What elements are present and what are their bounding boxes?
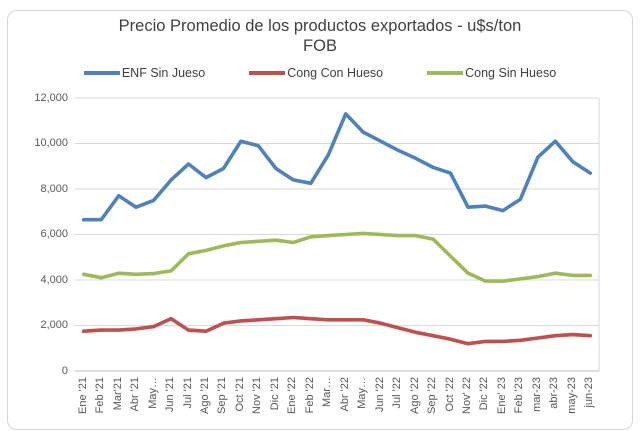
y-axis-tick-label: 8,000: [40, 182, 68, 195]
x-axis-tick-label: Sep '22: [426, 377, 439, 414]
series-line-cong-sin-hueso: [81, 231, 593, 283]
legend-item-cong-con-hueso: Cong Con Hueso: [249, 66, 383, 80]
x-axis-tick-label: Dic '22: [478, 377, 491, 411]
x-axis-tick-label: Jun '22: [373, 377, 386, 413]
x-axis-tick-label: May…: [146, 377, 159, 409]
x-axis-tick-label: Jul '22: [391, 377, 404, 409]
x-axis-tick-label: Abr '21: [129, 377, 142, 412]
x-axis-tick-label: Ago '21: [199, 377, 211, 414]
y-axis-tick-label: 6,000: [40, 228, 68, 240]
x-axis-tick-label: Mar…: [321, 377, 334, 407]
chart-title-line2: FOB: [303, 37, 337, 55]
chart-border: [7, 10, 633, 430]
x-axis-tick-label: jun-23: [583, 377, 596, 408]
legend-swatch-blue-line-icon: [83, 71, 120, 75]
x-axis-tick-label: Ene '21: [76, 377, 89, 414]
legend-item-cong-sin-hueso: Cong Sin Hueso: [427, 66, 556, 80]
legend-label: ENF Sin Jueso: [121, 66, 206, 80]
x-axis-tick-label: Abr '22: [338, 377, 351, 412]
y-axis-tick-label: 4,000: [40, 273, 68, 286]
chart-title: Precio Promedio de los productos exporta…: [0, 16, 640, 56]
series-line-cong-con-hueso: [81, 315, 593, 346]
chart-title-line1: Precio Promedio de los productos exporta…: [118, 17, 522, 35]
x-axis-tick-label: Nov '21: [251, 377, 264, 414]
x-axis-tick-label: Oct '22: [443, 377, 456, 412]
legend-label: Cong Sin Hueso: [465, 66, 557, 80]
x-axis-tick-label: abr-23: [548, 377, 561, 409]
x-axis-tick-label: Ene '22: [286, 377, 299, 414]
y-axis-tick-label: 2,000: [40, 319, 68, 331]
legend-swatch-red-line-icon: [249, 71, 286, 75]
x-axis-tick-label: Nov' 22: [461, 377, 473, 414]
legend-swatch-green-line-icon: [427, 71, 464, 75]
x-axis-tick-label: Feb '21: [94, 377, 107, 414]
x-axis-tick-label: Ago '22: [408, 377, 421, 414]
legend: ENF Sin Jueso Cong Con Hueso Cong Sin Hu…: [0, 66, 640, 80]
series-line-enf-sin-jueso: [81, 112, 593, 222]
x-axis-tick-label: Feb '23: [513, 377, 526, 414]
x-axis-tick-label: May…: [356, 377, 369, 409]
x-axis-tick-label: Oct '21: [233, 377, 246, 412]
y-axis-tick-label: 0: [61, 364, 68, 377]
x-axis-tick-label: Jun '21: [164, 377, 177, 413]
x-axis-tick-label: Sep '21: [216, 377, 229, 414]
x-axis-tick-label: may-23: [565, 377, 578, 414]
y-axis-tick-label: 12,000: [34, 91, 68, 104]
legend-item-enf-sin-jueso: ENF Sin Jueso: [83, 66, 206, 80]
x-axis-tick-label: Ene' 23: [495, 377, 508, 414]
plot-area: [75, 97, 600, 372]
x-axis-tick-label: Mar'21: [111, 377, 124, 411]
x-axis-tick-label: Feb '22: [303, 377, 316, 414]
x-axis-tick-label: Dic '21: [268, 377, 281, 411]
y-axis-tick-label: 10,000: [34, 137, 68, 149]
x-axis-tick-label: Jul '21: [181, 377, 194, 409]
legend-label: Cong Con Hueso: [287, 66, 384, 80]
x-axis-tick-label: mar-23: [530, 377, 543, 412]
